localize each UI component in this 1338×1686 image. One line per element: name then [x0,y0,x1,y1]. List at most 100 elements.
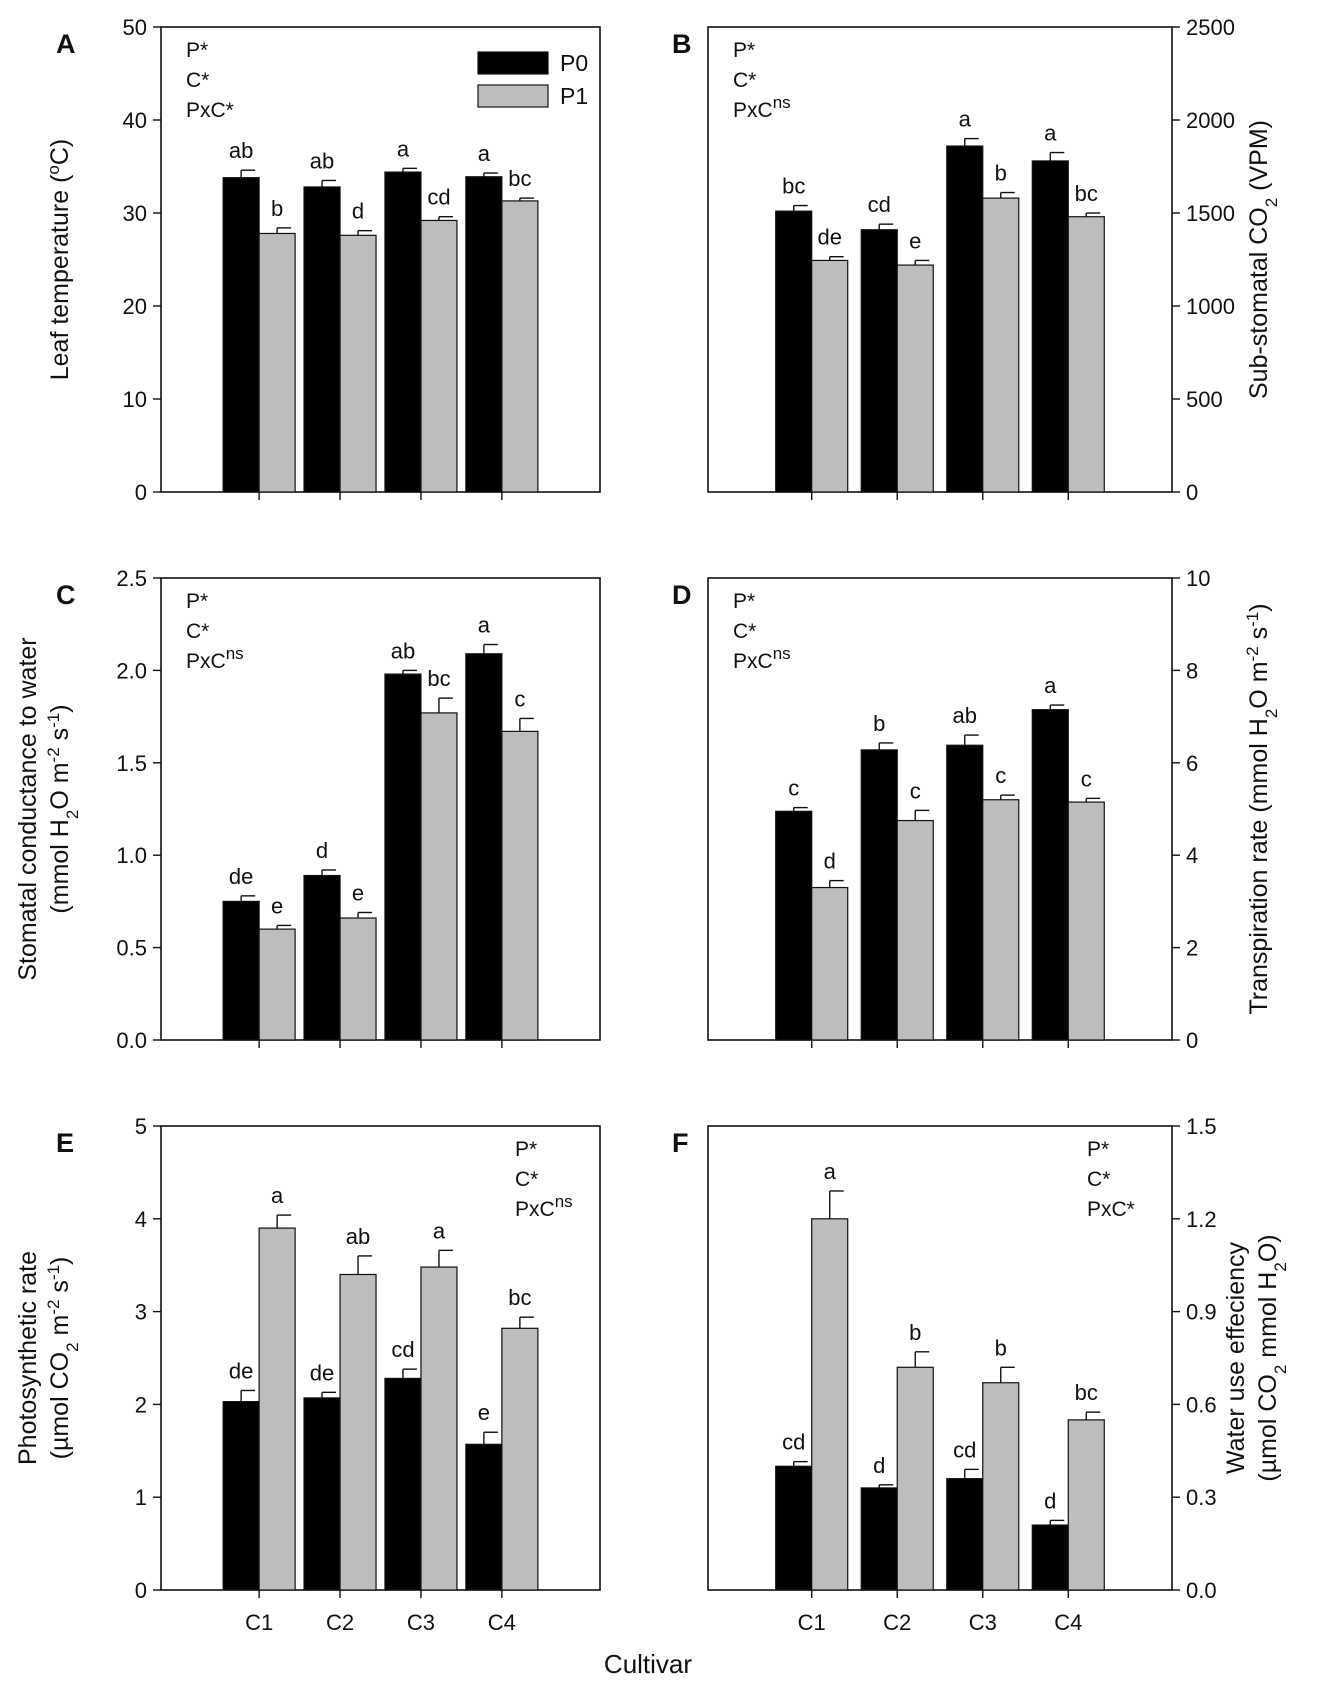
significance-label: a [1044,121,1057,146]
y-tick-label: 1000 [1186,294,1235,319]
significance-label: e [352,880,364,905]
y-tick-label: 10 [123,387,147,412]
significance-label: b [909,1320,921,1345]
bar-p0-c1 [222,1401,260,1591]
y-tick-label: 2 [135,1392,147,1417]
significance-label: ab [310,148,334,173]
bar-p0-c2 [303,1397,341,1591]
stat-annotation: PxCns [186,644,244,674]
bar-p1-c4 [1067,801,1105,1041]
panel-letter: F [672,1128,689,1158]
stat-annotation: C* [733,620,756,643]
stat-annotation: C* [186,69,209,92]
y-tick-label: 0 [135,480,147,505]
bar-p0-c1 [775,810,813,1041]
bar-p0-c3 [946,744,984,1041]
y-tick-label: 0.3 [1186,1485,1217,1510]
significance-label: c [788,776,799,801]
bar-p1-c4 [1067,1419,1105,1591]
bar-p0-c4 [1031,709,1069,1041]
significance-label: d [873,1453,885,1478]
y-tick-label: 1500 [1186,201,1235,226]
y-axis-title: Sub-stomatal CO2 (VPM) [1245,120,1281,399]
x-tick-label: C4 [488,1610,516,1635]
panel-letter: C [56,580,76,610]
y-tick-label: 0.5 [116,936,147,961]
significance-label: de [229,1358,253,1383]
y-tick-label: 40 [123,108,147,133]
bar-p0-c3 [384,673,422,1041]
legend-label: P0 [560,50,588,76]
significance-label: bc [782,174,805,199]
stat-annotation: P* [515,1138,537,1161]
significance-label: e [909,228,921,253]
significance-label: cd [782,1430,805,1455]
stat-annotation: C* [733,69,756,92]
significance-label: bc [508,1285,531,1310]
plot-frame [160,1125,601,1591]
y-tick-label: 1.0 [116,843,147,868]
y-tick-label: 0.9 [1186,1300,1217,1325]
y-tick-label: 2000 [1186,108,1235,133]
y-tick-label: 8 [1186,658,1198,683]
significance-label: a [397,136,410,161]
significance-label: b [271,196,283,221]
plot-frame [160,577,601,1041]
y-tick-label: 0 [1186,1028,1198,1053]
y-tick-label: 2.0 [116,658,147,683]
bar-p0-c2 [860,229,898,493]
significance-label: bc [427,666,450,691]
x-tick-label: C3 [969,1610,997,1635]
significance-label: d [824,849,836,874]
stat-annotation: PxCns [733,644,791,674]
x-tick-label: C2 [883,1610,911,1635]
significance-label: cd [427,185,450,210]
y-tick-label: 6 [1186,751,1198,776]
bar-p1-c2 [896,264,934,493]
y-tick-label: 500 [1186,387,1223,412]
significance-label: a [478,141,491,166]
y-tick-label: 30 [123,201,147,226]
stat-annotation: P* [1087,1138,1109,1161]
bar-p1-c3 [420,712,458,1041]
significance-label: ab [391,638,415,663]
bar-p0-c2 [303,874,341,1041]
stat-annotation: P* [186,39,208,62]
panel-letter: E [56,1128,74,1158]
chart-panel-C: C 0.0 0.5 1.0 1.5 2.0 2.5 Stomatal conductance … [14,566,601,1053]
bar-p1-c3 [420,219,458,493]
stat-annotation: C* [1087,1168,1110,1191]
y-tick-label: 50 [123,15,147,40]
y-tick-label: 20 [123,294,147,319]
y-axis-title-line: (mmol H2O m-2 s-1) [44,704,82,913]
x-tick-label: C1 [245,1610,273,1635]
bar-p0-c1 [775,1465,813,1591]
significance-label: d [352,199,364,224]
bar-p0-c4 [1031,1524,1069,1591]
significance-label: b [873,711,885,736]
stat-annotation: PxCns [515,1192,573,1222]
chart-panel-D: D 0 2 4 6 8 10 Transpiration rate (mmol H2O m-2… [672,566,1281,1053]
y-tick-label: 1.2 [1186,1207,1217,1232]
y-tick-label: 0.6 [1186,1392,1217,1417]
bar-p1-c4 [501,200,539,493]
y-tick-label: 2 [1186,936,1198,961]
significance-label: a [271,1183,284,1208]
bar-p0-c4 [465,653,503,1041]
y-tick-label: 4 [1186,843,1198,868]
significance-label: a [433,1218,446,1243]
plot-frame [160,26,601,493]
significance-label: a [824,1159,837,1184]
bar-p1-c3 [982,197,1020,493]
significance-label: cd [953,1437,976,1462]
significance-label: a [959,107,972,132]
bar-p1-c2 [339,1273,377,1591]
significance-label: e [271,893,283,918]
significance-label: c [1081,766,1092,791]
bar-p0-c1 [775,210,813,493]
significance-label: ab [229,138,253,163]
y-axis-title-line: Water use effeciency [1222,1241,1250,1474]
bar-p0-c4 [1031,160,1069,493]
stat-annotation: P* [733,590,755,613]
